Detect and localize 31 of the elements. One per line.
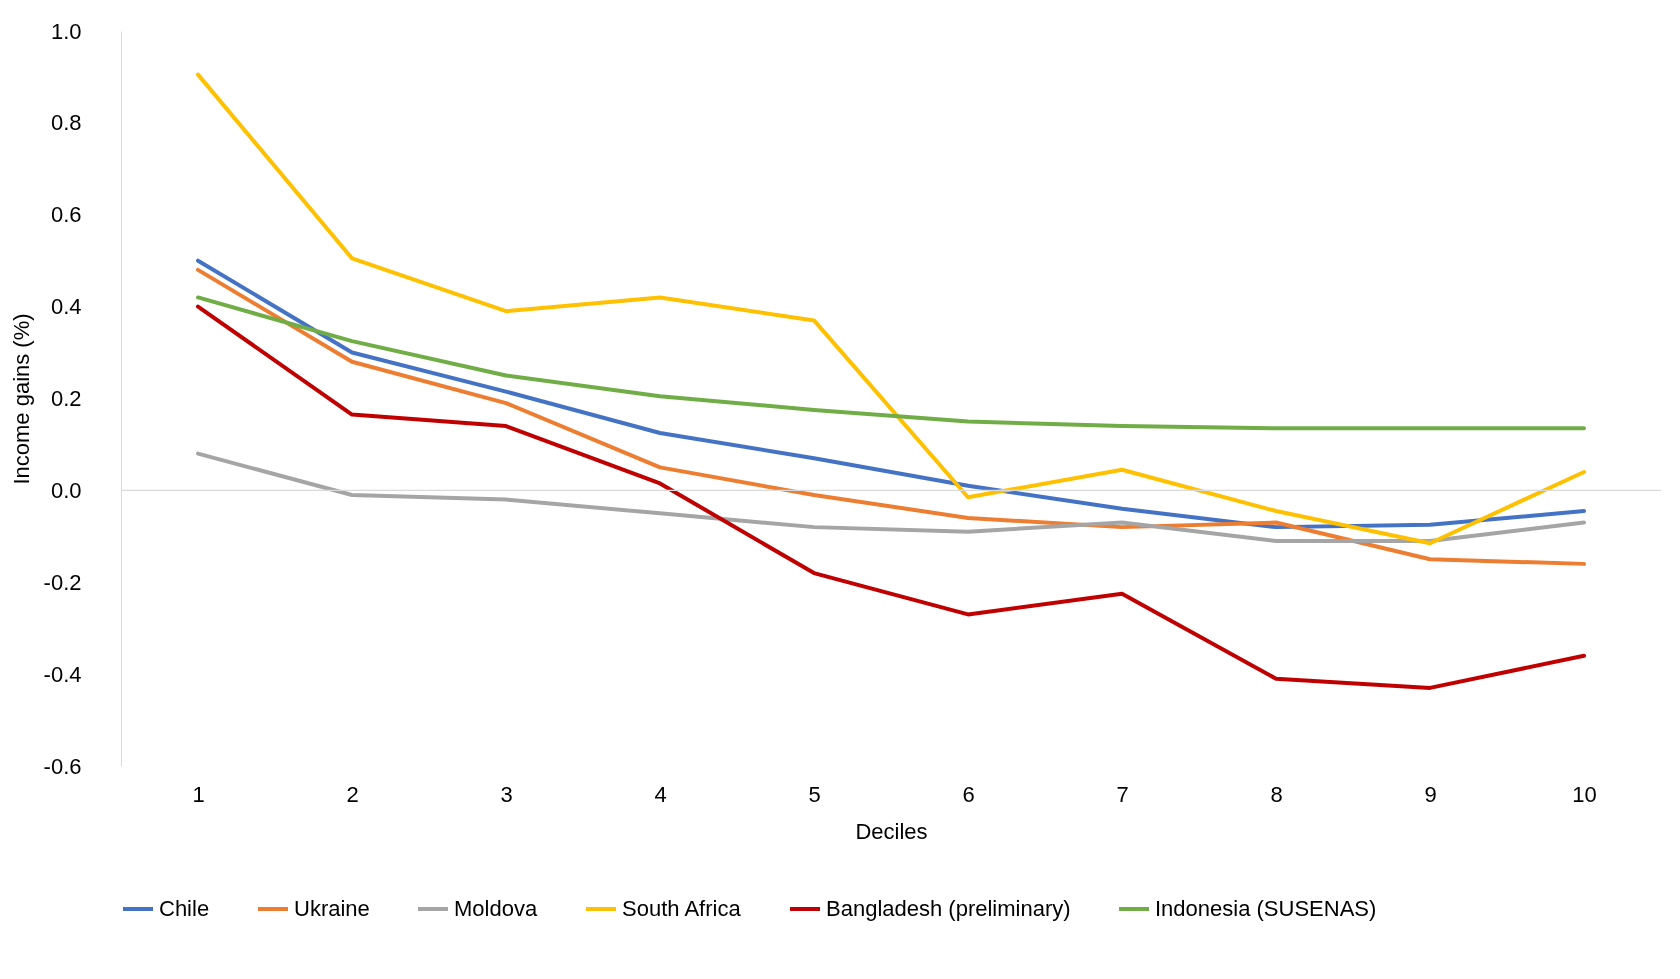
x-axis-title: Deciles [855, 818, 928, 844]
y-axis-title: Income gains (%) [8, 313, 34, 485]
legend-label: Moldova [454, 896, 538, 921]
x-tick-label: 6 [962, 781, 975, 807]
y-tick-label: 0.0 [50, 477, 82, 503]
y-tick-label: 0.8 [50, 110, 82, 136]
x-tick-label: 10 [1572, 781, 1597, 807]
line-series [196, 72, 1586, 546]
legend-label: Indonesia (SUSENAS) [1155, 896, 1377, 921]
y-tick-label: 0.4 [50, 294, 82, 320]
line-series [196, 304, 1586, 690]
y-tick-label: 0.6 [50, 202, 82, 228]
y-tick-label: -0.4 [43, 661, 82, 687]
y-tick-label: -0.2 [43, 569, 82, 595]
y-tick-label: 0.2 [50, 386, 82, 411]
legend-label: South Africa [622, 896, 742, 921]
line-series [196, 451, 1586, 543]
x-tick-label: 8 [1270, 781, 1283, 807]
legend-label: Ukraine [294, 896, 370, 921]
legend-label: Bangladesh (preliminary) [826, 896, 1071, 921]
y-tick-label: -0.6 [43, 753, 82, 779]
y-tick-label: 1.0 [50, 18, 82, 44]
x-tick-label: 4 [654, 781, 667, 807]
x-tick-label: 3 [500, 781, 513, 807]
line-series [196, 295, 1586, 431]
x-tick-label: 1 [192, 781, 205, 807]
x-tick-label: 2 [346, 781, 359, 807]
legend-label: Chile [159, 896, 210, 921]
x-tick-label: 7 [1116, 781, 1129, 807]
x-tick-label: 9 [1424, 781, 1437, 807]
x-tick-label: 5 [808, 781, 821, 807]
